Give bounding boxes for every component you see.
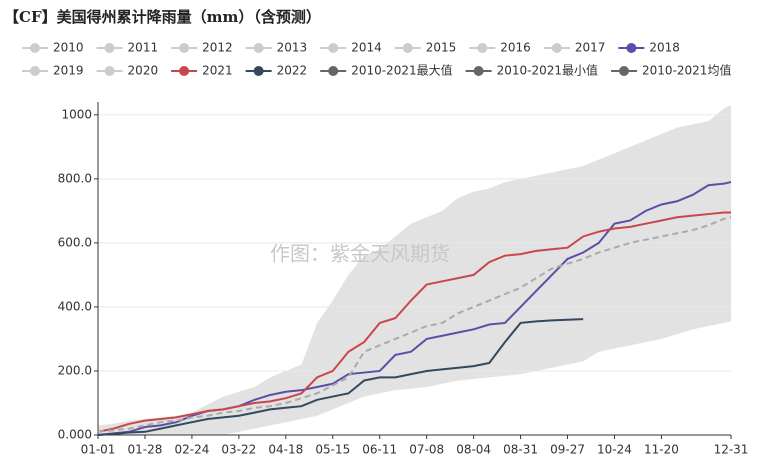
legend-item[interactable]: 2010 bbox=[22, 41, 84, 55]
legend-icon-dot bbox=[104, 66, 115, 76]
series-line bbox=[97, 211, 731, 433]
legend-item[interactable]: 2010-2021最小值 bbox=[465, 63, 598, 78]
x-tick-label: 06-11 bbox=[362, 443, 397, 457]
y-tick-label: 1000 bbox=[61, 107, 92, 121]
x-tick-label: 07-08 bbox=[409, 443, 444, 457]
legend-label: 2013 bbox=[277, 41, 308, 55]
legend-icon-dot bbox=[626, 43, 637, 53]
legend-item[interactable]: 2018 bbox=[618, 41, 680, 55]
legend-label: 2010-2021最小值 bbox=[497, 63, 598, 78]
legend-label: 2012 bbox=[202, 41, 233, 55]
legend-icon-dot bbox=[30, 66, 40, 76]
legend-label: 2017 bbox=[575, 41, 606, 55]
legend-label: 2020 bbox=[128, 64, 159, 78]
legend-icon-dot bbox=[328, 43, 339, 53]
legend-item[interactable]: 2012 bbox=[171, 41, 233, 55]
legend-label: 2010-2021最大值 bbox=[351, 63, 452, 78]
y-tick-label: 800.0 bbox=[58, 171, 92, 185]
y-tick-label: 0.000 bbox=[58, 428, 92, 442]
legend-icon-dot bbox=[253, 43, 264, 53]
legend-item[interactable]: 2017 bbox=[543, 41, 606, 55]
x-tick-label: 05-15 bbox=[315, 443, 350, 457]
watermark: 作图：紫金天风期货 bbox=[270, 242, 450, 266]
legend-label: 2018 bbox=[649, 41, 680, 55]
legend-item[interactable]: 2010-2021均值 bbox=[611, 63, 731, 78]
legend-icon-dot bbox=[477, 43, 488, 53]
x-tick-label: 08-04 bbox=[456, 443, 491, 457]
legend-item[interactable]: 2021 bbox=[171, 64, 233, 78]
legend-label: 2010-2021均值 bbox=[642, 63, 731, 78]
legend-icon-dot bbox=[402, 43, 413, 53]
x-tick-label: 02-24 bbox=[174, 443, 209, 457]
legend-label: 2019 bbox=[53, 64, 84, 78]
legend-label: 2011 bbox=[128, 41, 159, 55]
legend-label: 2010 bbox=[53, 41, 84, 55]
y-tick-label: 200.0 bbox=[58, 363, 92, 377]
x-tick-label: 11-20 bbox=[644, 443, 679, 457]
legend-item[interactable]: 2022 bbox=[245, 64, 308, 78]
legend-label: 2014 bbox=[351, 41, 382, 55]
y-tick-label: 600.0 bbox=[58, 235, 92, 249]
chart-title: 【CF】美国得州累计降雨量（mm）（含预测） bbox=[4, 8, 321, 26]
x-tick-label: 03-22 bbox=[221, 443, 256, 457]
legend-label: 2022 bbox=[277, 64, 308, 78]
range-band bbox=[98, 105, 731, 436]
legend-icon-dot bbox=[328, 66, 339, 76]
legend-icon-dot bbox=[473, 66, 484, 76]
legend-item[interactable]: 2020 bbox=[96, 64, 159, 78]
legend-item[interactable]: 2011 bbox=[96, 41, 159, 55]
legend-icon-dot bbox=[253, 66, 264, 76]
legend-item[interactable]: 2010-2021最大值 bbox=[320, 63, 453, 78]
legend-item[interactable]: 2014 bbox=[320, 41, 382, 55]
legend-icon-dot bbox=[179, 43, 190, 53]
legend-label: 2015 bbox=[426, 41, 457, 55]
legend-icon-dot bbox=[104, 43, 115, 53]
x-tick-label: 08-31 bbox=[503, 443, 538, 457]
x-tick-label: 01-01 bbox=[81, 443, 116, 457]
legend-item[interactable]: 2016 bbox=[469, 41, 531, 55]
x-tick-label: 09-27 bbox=[550, 443, 585, 457]
y-tick-label: 400.0 bbox=[58, 299, 92, 313]
legend-icon-dot bbox=[179, 66, 190, 76]
legend-label: 2021 bbox=[202, 64, 233, 78]
legend-item[interactable]: 2019 bbox=[22, 64, 84, 78]
legend-label: 2016 bbox=[500, 41, 531, 55]
legend-item[interactable]: 2015 bbox=[394, 41, 457, 55]
x-tick-label: 04-18 bbox=[268, 443, 303, 457]
legend-icon-dot bbox=[551, 43, 562, 53]
series-line bbox=[97, 318, 584, 436]
x-tick-label: 10-24 bbox=[597, 443, 632, 457]
legend-icon-dot bbox=[619, 66, 630, 76]
legend-icon-dot bbox=[30, 43, 40, 53]
legend-item[interactable]: 2013 bbox=[245, 41, 308, 55]
x-tick-label: 01-28 bbox=[128, 443, 163, 457]
x-tick-label: 12-31 bbox=[714, 443, 749, 457]
